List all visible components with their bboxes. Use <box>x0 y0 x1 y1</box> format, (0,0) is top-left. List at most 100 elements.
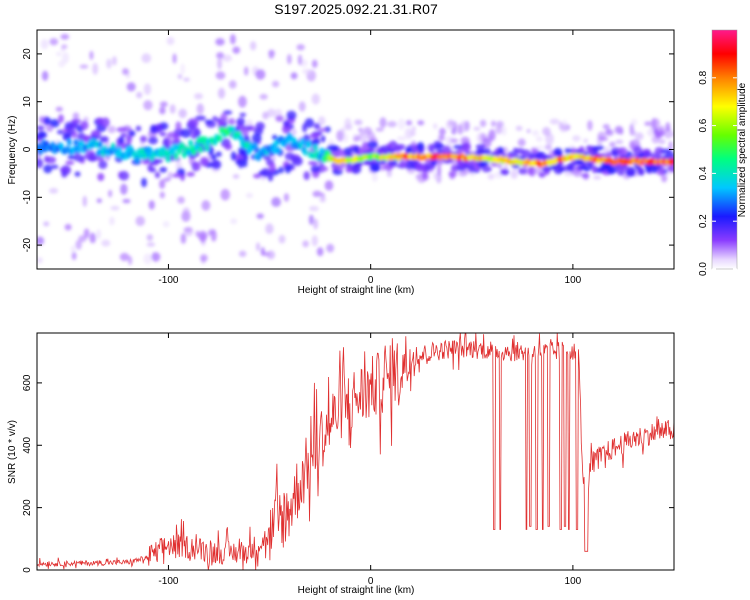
colorbar-tick-label: 0.8 <box>698 70 709 84</box>
band-blob <box>253 173 262 179</box>
noise-blob <box>177 73 183 80</box>
noise-blob <box>619 129 624 136</box>
band-blob <box>304 118 315 128</box>
band-blob <box>527 166 534 176</box>
band-blob <box>309 132 319 139</box>
colorbar-label: Normalized spectral amplitude <box>737 82 748 217</box>
noise-blob <box>615 139 624 145</box>
noise-blob <box>148 200 155 210</box>
noise-blob <box>433 171 438 180</box>
spectrogram-x-label: Height of straight line (km) <box>298 285 415 296</box>
band-blob <box>187 118 199 128</box>
colorbar-ticks: 0.0 0.2 0.4 0.6 0.8 <box>698 70 737 276</box>
noise-blob <box>297 54 303 66</box>
band-blob <box>118 170 130 181</box>
noise-blob <box>664 127 673 139</box>
colorbar-tick-label: 0.0 <box>698 262 709 276</box>
noise-blob <box>308 214 314 225</box>
band-blob <box>620 165 630 171</box>
band-blob <box>291 156 303 166</box>
noise-blob <box>312 190 322 198</box>
noise-blob <box>249 41 257 51</box>
snr-y-ticks: 0 200 400 600 <box>22 374 674 573</box>
snr-x-ticks: -100 0 100 <box>158 333 582 587</box>
band-blob <box>211 159 222 170</box>
noise-blob <box>128 255 133 266</box>
band-blob <box>71 119 82 124</box>
noise-blob <box>311 59 318 68</box>
band-blob <box>61 170 68 178</box>
band-blob <box>456 159 464 165</box>
noise-blob <box>110 205 120 211</box>
band-blob <box>538 172 546 178</box>
noise-blob <box>220 188 231 201</box>
ridge-blob <box>73 138 79 146</box>
noise-blob <box>265 223 274 235</box>
band-blob <box>617 147 628 156</box>
snr-panel: -100 0 100 0 200 400 600 Height of straight l… <box>7 332 675 596</box>
ridge-blob <box>180 142 186 150</box>
band-blob <box>98 160 108 169</box>
band-blob <box>37 158 44 169</box>
noise-blob <box>340 127 346 134</box>
noise-blob <box>159 179 166 189</box>
band-blob <box>49 119 60 128</box>
band-blob <box>159 166 168 173</box>
noise-blob <box>665 122 671 132</box>
noise-blob <box>184 226 194 237</box>
band-blob <box>80 120 89 131</box>
noise-blob <box>437 134 446 141</box>
noise-blob <box>135 216 145 227</box>
band-blob <box>543 167 551 176</box>
band-blob <box>428 143 435 153</box>
x-tick-label: 0 <box>368 275 374 286</box>
noise-blob <box>271 156 276 161</box>
noise-blob <box>122 198 131 204</box>
noise-blob <box>526 128 531 134</box>
noise-blob <box>371 172 378 182</box>
band-blob <box>278 166 285 174</box>
noise-blob <box>120 183 128 195</box>
noise-blob <box>217 57 223 70</box>
band-blob <box>512 147 518 155</box>
band-blob <box>154 171 161 179</box>
band-blob <box>65 160 75 165</box>
noise-blob <box>40 38 49 50</box>
noise-blob <box>580 173 590 178</box>
noise-blob <box>629 130 638 137</box>
noise-blob <box>545 132 554 145</box>
ridge-blob <box>186 149 192 157</box>
band-blob <box>263 154 271 161</box>
noise-blob <box>363 127 372 135</box>
band-blob <box>568 162 576 172</box>
noise-blob <box>245 192 254 199</box>
noise-blob <box>598 136 609 142</box>
band-blob <box>604 162 612 170</box>
band-blob <box>275 115 284 122</box>
band-blob <box>97 172 105 182</box>
noise-blob <box>96 229 102 240</box>
noise-blob <box>183 77 190 82</box>
band-blob <box>308 160 319 166</box>
noise-blob <box>302 68 312 75</box>
noise-blob <box>49 187 59 194</box>
noise-blob <box>232 174 240 179</box>
noise-blob <box>417 120 425 126</box>
noise-blob <box>229 34 236 45</box>
noise-blob <box>278 234 286 244</box>
band-blob <box>251 133 262 143</box>
noise-blob <box>572 135 581 142</box>
noise-blob <box>146 234 154 241</box>
band-blob <box>50 164 59 169</box>
noise-blob <box>311 235 318 247</box>
noise-blob <box>271 197 282 207</box>
band-blob <box>116 127 127 133</box>
noise-blob <box>559 123 567 133</box>
band-blob <box>186 171 195 177</box>
band-blob <box>267 172 274 182</box>
band-blob <box>570 147 577 155</box>
noise-blob <box>455 124 463 134</box>
noise-blob <box>313 218 319 230</box>
band-blob <box>193 161 201 172</box>
